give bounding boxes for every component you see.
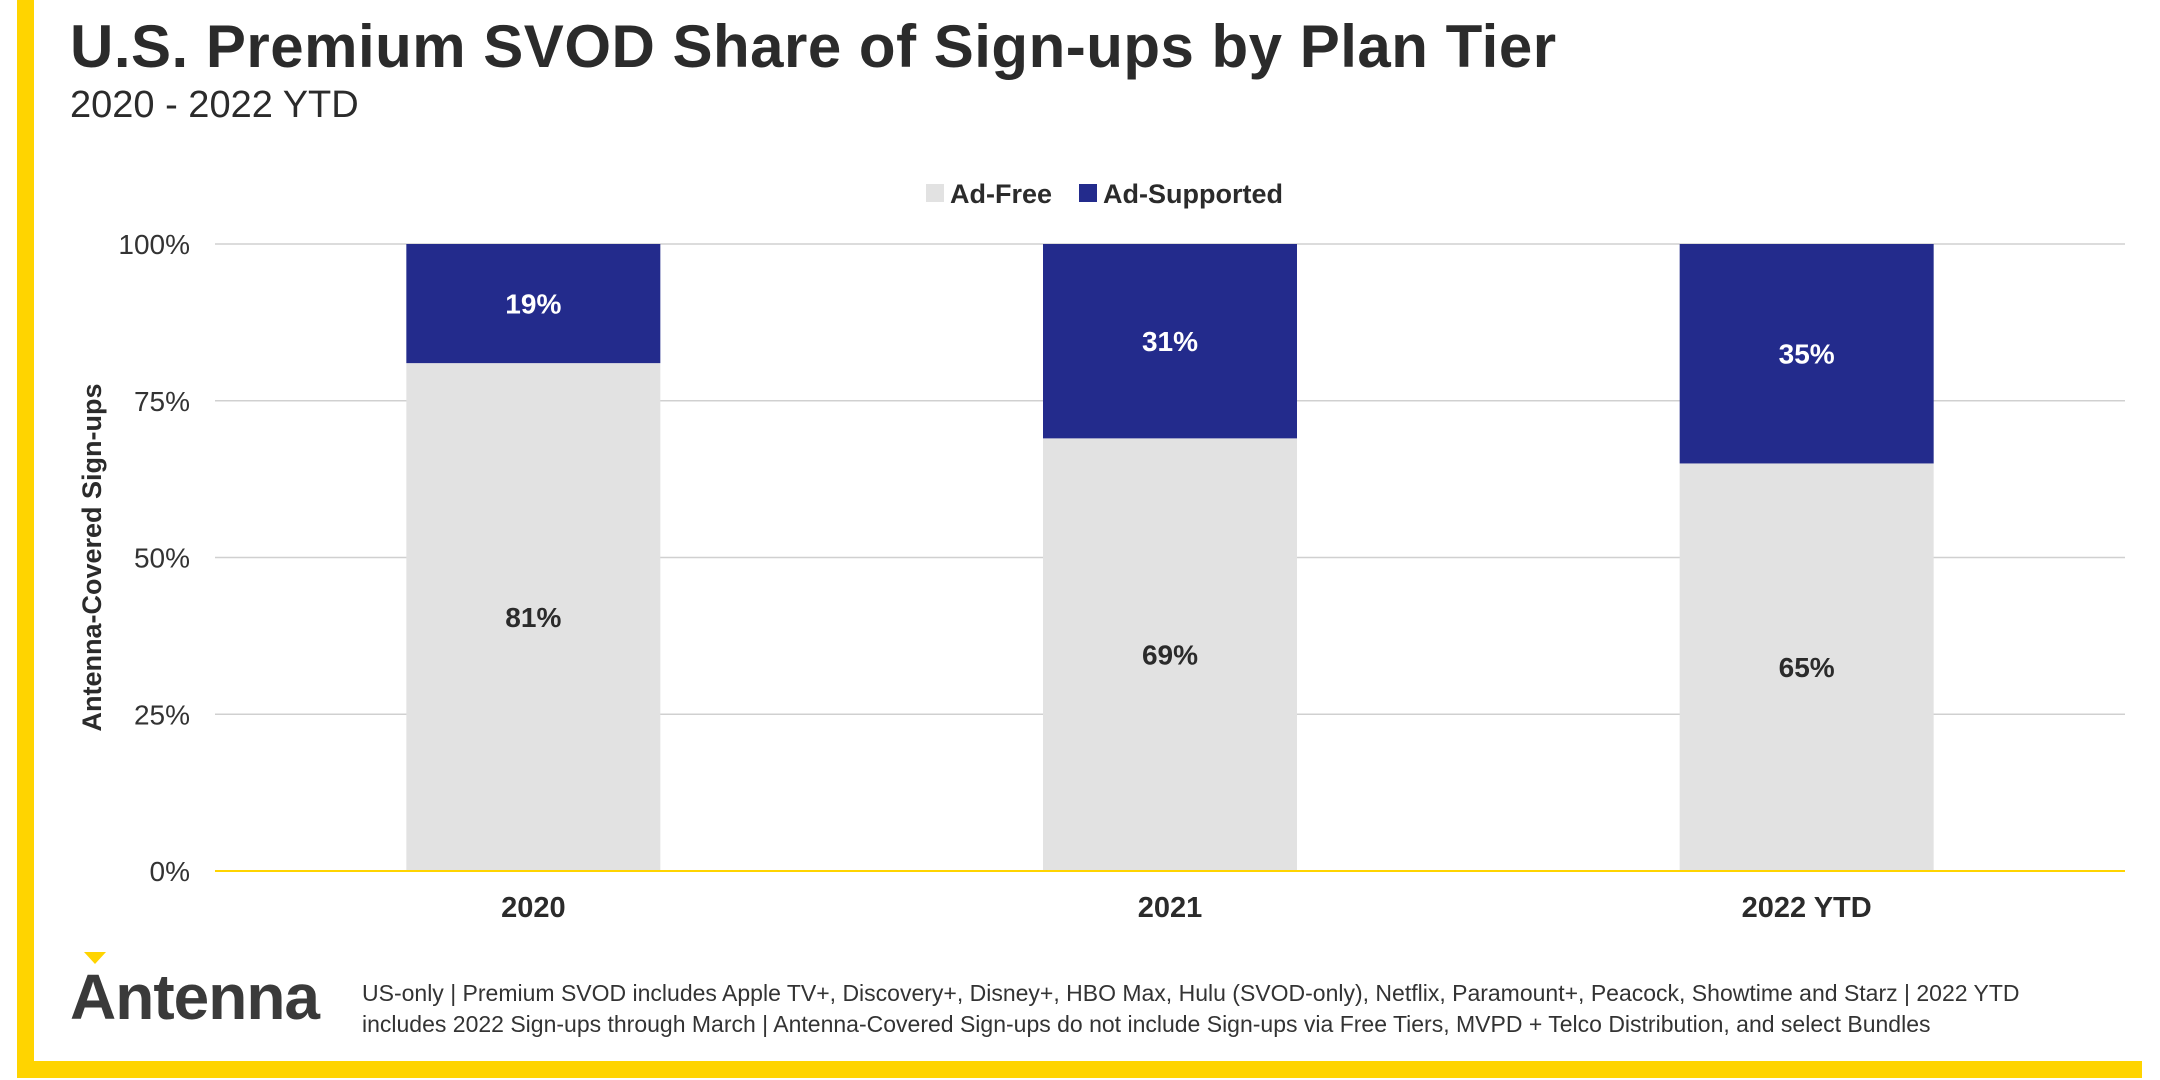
data-label: 31% — [1142, 326, 1198, 357]
stacked-bar-chart: 0% 25% 50% 75% 100% Antenna-Covered Sign-ups 8… — [77, 179, 2125, 924]
bar-ad-free-2020 — [406, 363, 661, 871]
bar-ad-free-2022-ytd — [1679, 463, 1934, 871]
y-tick-label: 0% — [150, 856, 190, 887]
legend-label: Ad-Free — [950, 179, 1052, 209]
bar-ad-supported-2022-ytd — [1679, 244, 1934, 464]
bar-ad-supported-2021 — [1043, 244, 1297, 439]
chart-subtitle: 2020 - 2022 YTD — [70, 84, 359, 126]
data-label: 35% — [1779, 339, 1835, 370]
accent-frame-left — [17, 0, 34, 1078]
x-tick-label: 2021 — [1138, 892, 1203, 924]
legend-swatch-ad-supported — [1079, 184, 1097, 202]
legend-label: Ad-Supported — [1103, 179, 1283, 209]
accent-frame-bottom — [17, 1061, 2142, 1078]
data-label: 81% — [505, 602, 561, 633]
y-tick-label: 100% — [118, 229, 190, 260]
y-axis-title: Antenna-Covered Sign-ups — [77, 383, 107, 731]
logo-text: Antenna — [70, 961, 320, 1033]
bar-ad-supported-2020 — [406, 244, 661, 364]
y-tick-label: 50% — [134, 543, 190, 574]
antenna-logo: Antenna — [70, 952, 330, 1033]
data-label: 69% — [1142, 640, 1198, 671]
bar-ad-free-2021 — [1043, 438, 1297, 871]
y-tick-label: 25% — [134, 699, 190, 730]
chart-title: U.S. Premium SVOD Share of Sign-ups by P… — [70, 13, 1557, 80]
data-label: 19% — [505, 289, 561, 320]
footnote: US-only | Premium SVOD includes Apple TV… — [362, 980, 2020, 1037]
x-tick-label: 2022 YTD — [1742, 892, 1872, 924]
x-tick-label: 2020 — [501, 892, 566, 924]
data-label: 65% — [1779, 652, 1835, 683]
y-tick-label: 75% — [134, 386, 190, 417]
logo-triangle-icon — [84, 952, 106, 964]
legend-swatch-ad-free — [926, 184, 944, 202]
